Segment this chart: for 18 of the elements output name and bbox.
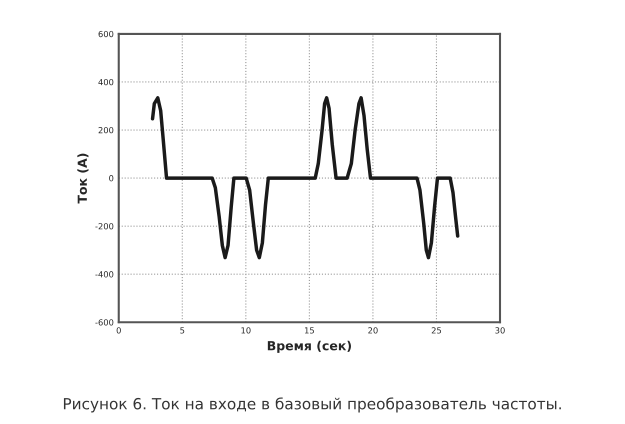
x-tick-label: 5 bbox=[180, 327, 184, 334]
x-tick-label: 0 bbox=[116, 327, 121, 334]
y-axis-title: Ток (A) bbox=[77, 154, 88, 204]
x-tick-label: 10 bbox=[241, 327, 251, 334]
x-tick-label: 25 bbox=[432, 327, 442, 334]
y-tick-label: 0 bbox=[109, 175, 114, 182]
x-tick-label: 30 bbox=[495, 327, 505, 334]
y-tick-label: -200 bbox=[95, 223, 114, 230]
x-tick-label: 15 bbox=[304, 327, 314, 334]
x-axis-title: Время (сек) bbox=[268, 340, 351, 353]
y-tick-label: -600 bbox=[95, 319, 114, 326]
y-tick-label: 400 bbox=[98, 78, 114, 86]
y-tick-label: 600 bbox=[98, 30, 114, 38]
text: Рисунок 6. Ток на входе в базовый преобразователь частоты. bbox=[64, 397, 561, 412]
x-tick-label: 20 bbox=[368, 327, 378, 334]
line-series bbox=[150, 96, 460, 260]
y-tick-label: -400 bbox=[95, 271, 114, 278]
y-tick-label: 200 bbox=[98, 127, 114, 134]
